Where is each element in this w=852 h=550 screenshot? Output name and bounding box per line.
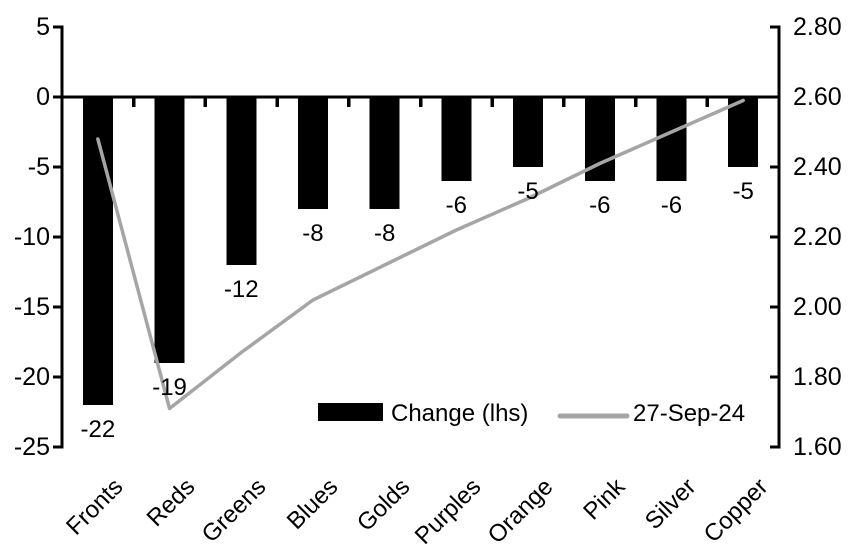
line-series [96,98,745,411]
bar-value-label: -5 [732,178,754,205]
bar-value-label: -19 [152,374,187,401]
left-axis-tick-label: 0 [36,83,50,111]
bar-value-label: -5 [517,178,539,205]
right-axis-tick-label: 2.20 [793,223,842,251]
right-axis-tick-label: 1.60 [793,433,842,461]
left-axis-tick-label: -25 [13,433,50,461]
left-axis-tick-label: 5 [36,13,50,41]
legend-bar-swatch [318,403,383,421]
right-axis-tick-label: 2.60 [793,83,842,111]
left-axis-tick-label: -15 [13,293,50,321]
bar-value-label: -6 [589,192,611,219]
left-axis-tick-label: -10 [13,223,50,251]
legend-bar-label: Change (lhs) [391,400,529,427]
right-axis-tick-label: 1.80 [793,363,842,391]
bar-blues [297,97,328,209]
bar-value-label: -8 [302,220,324,247]
left-axis-tick-label: -20 [13,363,50,391]
bar-value-label: -8 [373,220,396,247]
right-axis-tick-label: 2.80 [793,13,842,41]
bar-greens [226,97,257,265]
bar-value-label: -12 [223,276,259,303]
bar-purples [441,97,472,181]
left-axis-tick-label: -5 [27,153,50,181]
bar-silver [656,97,687,181]
bar-reds [154,97,185,363]
bar-copper [728,97,759,167]
right-axis-tick-label: 2.00 [793,293,842,321]
bar-orange [513,97,544,167]
right-axis-tick-label: 2.40 [793,153,842,181]
bar-golds [369,97,400,209]
bar-fronts [82,97,113,405]
bar-value-label: -6 [445,192,468,219]
legend-line-label: 27-Sep-24 [633,400,746,427]
bar-value-label: -6 [660,192,683,219]
bar-value-label: -22 [80,416,116,443]
